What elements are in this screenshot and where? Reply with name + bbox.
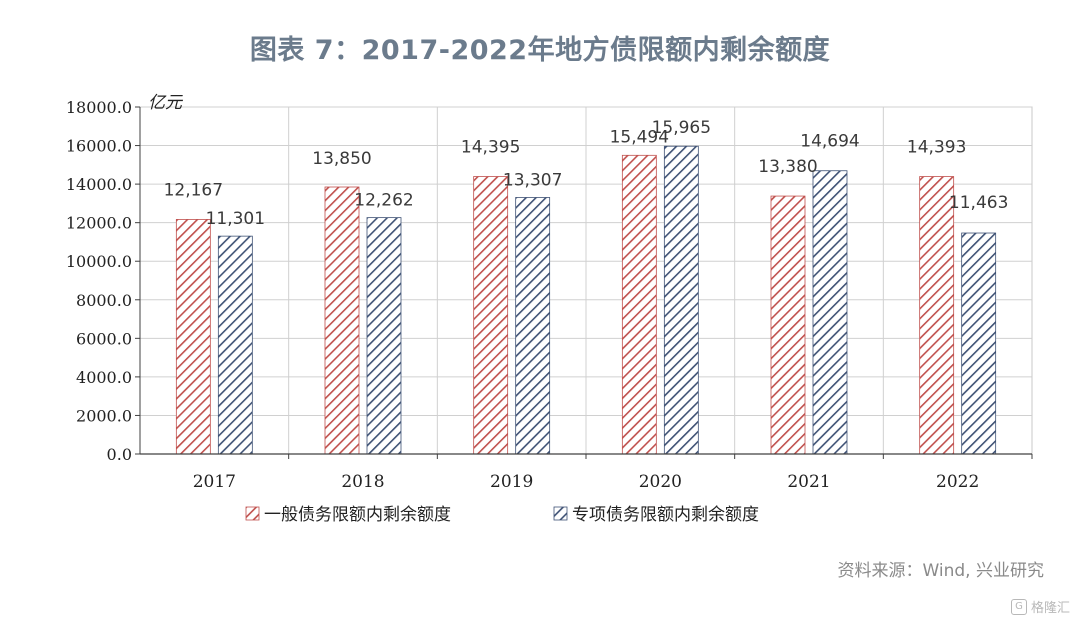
bar-general-2022: [919, 176, 955, 455]
data-label-special-2019: 13,307: [503, 170, 562, 190]
y-tick-label: 14000.0: [66, 175, 132, 194]
bar-special-2017: [217, 235, 253, 455]
bar-general-2018: [324, 186, 360, 455]
x-tick-label-2020: 2020: [639, 472, 682, 492]
y-tick-label: 18000.0: [66, 98, 132, 117]
x-tick-label-2022: 2022: [936, 472, 979, 492]
legend-swatch-special: [553, 506, 568, 521]
legend-label-special: 专项债务限额内剩余额度: [572, 505, 759, 525]
gelonghui-logo-icon: G: [1010, 598, 1027, 615]
watermark-text: 格隆汇: [1030, 601, 1070, 616]
y-tick-label: 0.0: [107, 445, 132, 464]
data-label-general-2020: 15,494: [610, 127, 669, 147]
bar-general-2020: [621, 154, 657, 455]
data-label-general-2019: 14,395: [461, 137, 520, 157]
source-note: 资料来源：Wind, 兴业研究: [837, 561, 1044, 581]
x-tick-label-2017: 2017: [193, 472, 236, 492]
y-tick-label: 10000.0: [66, 252, 132, 271]
bar-general-2019: [473, 176, 509, 455]
bar-special-2020: [663, 145, 699, 455]
x-tick-label-2019: 2019: [490, 472, 533, 492]
bar-special-2022: [961, 232, 997, 455]
chart-title: 图表 7：2017-2022年地方债限额内剩余额度: [249, 35, 831, 66]
data-label-general-2017: 12,167: [164, 180, 223, 200]
x-tick-label-2018: 2018: [341, 472, 384, 492]
watermark: G 格隆汇: [1010, 597, 1070, 616]
data-label-special-2020: 15,965: [652, 118, 711, 138]
x-tick-label-2021: 2021: [787, 472, 830, 492]
y-tick-label: 4000.0: [76, 368, 132, 387]
data-label-special-2021: 14,694: [800, 132, 859, 152]
data-label-general-2022: 14,393: [907, 138, 966, 158]
bar-special-2021: [812, 170, 848, 455]
data-label-special-2017: 11,301: [206, 209, 265, 229]
legend-swatch-general: [245, 506, 260, 521]
data-label-special-2022: 11,463: [949, 193, 1008, 213]
y-tick-label: 8000.0: [76, 291, 132, 310]
data-label-general-2021: 13,380: [758, 157, 817, 177]
y-tick-label: 12000.0: [66, 214, 132, 233]
bar-special-2018: [366, 217, 402, 455]
y-tick-label: 6000.0: [76, 329, 132, 348]
bar-general-2021: [770, 195, 806, 455]
data-label-general-2018: 13,850: [312, 149, 371, 169]
y-tick-label: 2000.0: [76, 406, 132, 425]
y-tick-label: 16000.0: [66, 137, 132, 156]
legend-label-general: 一般债务限额内剩余额度: [264, 505, 451, 525]
bar-special-2019: [515, 197, 551, 455]
bar-general-2017: [175, 219, 211, 455]
data-label-special-2018: 12,262: [354, 191, 413, 211]
y-unit-label: 亿元: [148, 93, 184, 113]
